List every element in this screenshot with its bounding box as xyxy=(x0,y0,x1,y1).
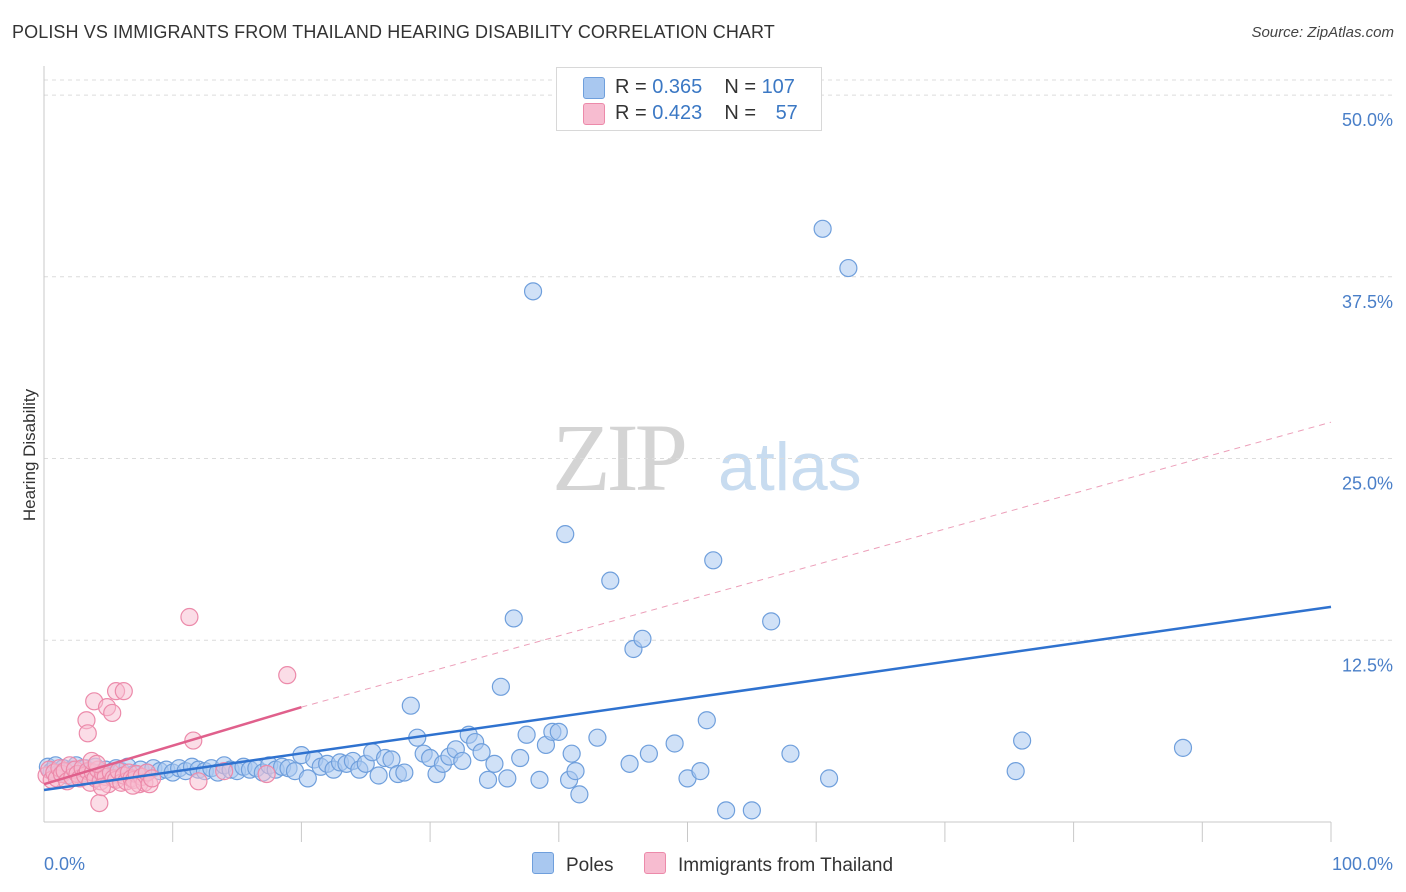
legend-text-poles: R = 0.365 N = 107 xyxy=(615,76,795,98)
x-tick-label-max: 100.0% xyxy=(1332,854,1393,874)
legend-item-poles[interactable]: Poles xyxy=(532,852,614,877)
poles-label: Poles xyxy=(566,855,614,876)
legend-item-thailand[interactable]: Immigrants from Thailand xyxy=(644,852,893,877)
poles-point xyxy=(485,754,504,773)
poles-point xyxy=(562,744,581,763)
poles-point xyxy=(556,525,575,544)
poles-point xyxy=(478,770,498,789)
thailand-trend-line xyxy=(43,705,302,786)
series-poles xyxy=(38,219,1193,820)
poles-point xyxy=(566,762,585,781)
poles-point xyxy=(781,744,800,763)
legend-swatch-poles xyxy=(583,77,605,99)
poles-point xyxy=(620,754,639,773)
thailand-point xyxy=(257,764,276,784)
thailand-point xyxy=(103,703,122,723)
poles-point xyxy=(1006,762,1025,781)
chart-title: POLISH VS IMMIGRANTS FROM THAILAND HEARI… xyxy=(12,22,775,42)
poles-point xyxy=(369,766,388,785)
poles-point xyxy=(530,770,549,789)
poles-point xyxy=(819,769,839,788)
poles-point xyxy=(665,734,684,753)
poles-point xyxy=(1173,738,1193,757)
poles-point xyxy=(298,769,317,788)
poles-point xyxy=(401,696,420,715)
thailand-point xyxy=(90,793,109,813)
legend-n-value-thailand: 57 xyxy=(775,102,798,124)
poles-point xyxy=(549,722,568,741)
poles-point xyxy=(742,801,761,820)
poles-point xyxy=(1013,731,1032,750)
poles-point xyxy=(601,571,620,590)
legend-r-value-thailand: 0.423 xyxy=(652,102,703,124)
poles-point xyxy=(704,551,723,570)
watermark-atlas: atlas xyxy=(718,429,862,505)
poles-point xyxy=(697,711,716,730)
poles-point xyxy=(639,744,658,763)
thailand-point xyxy=(143,769,162,788)
legend-text-thailand: R = 0.423 N = 57 xyxy=(615,102,798,124)
legend-r-value-poles: 0.365 xyxy=(652,76,703,98)
thailand-point xyxy=(78,724,97,743)
thailand-point xyxy=(123,776,142,795)
thailand-point xyxy=(278,666,297,685)
thailand-point xyxy=(189,772,208,791)
poles-point xyxy=(491,677,510,696)
legend-swatch-thailand xyxy=(583,103,605,125)
poles-swatch xyxy=(532,852,554,874)
y-tick-label: 25.0% xyxy=(1342,474,1393,494)
watermark-zip: ZIP xyxy=(552,404,688,511)
poles-point xyxy=(504,609,523,628)
poles-point xyxy=(839,258,858,278)
poles-point xyxy=(472,743,491,762)
poles-point xyxy=(633,629,652,648)
poles-point xyxy=(570,785,589,804)
thailand-point xyxy=(215,762,234,781)
thailand-point xyxy=(114,682,133,701)
trend-lines xyxy=(301,421,1332,708)
tick-labels: 12.5% 25.0% 37.5% 50.0% 0.0% 100.0% xyxy=(44,110,1393,874)
y-tick-label: 12.5% xyxy=(1342,655,1393,675)
poles-point xyxy=(517,725,536,744)
source-credit: Source: ZipAtlas.com xyxy=(1251,24,1394,41)
poles-point xyxy=(511,748,530,768)
y-tick-label: 50.0% xyxy=(1342,110,1393,130)
legend-n-value-poles: 107 xyxy=(761,76,795,98)
thailand-swatch xyxy=(644,852,666,874)
poles-point xyxy=(691,762,710,781)
poles-point xyxy=(588,728,607,747)
x-tick-label-min: 0.0% xyxy=(44,854,85,874)
thailand-label: Immigrants from Thailand xyxy=(678,855,894,876)
poles-point xyxy=(523,282,543,301)
correlation-legend: R = 0.365 N = 107 R = 0.423 N = 57 xyxy=(556,67,822,131)
series-thailand xyxy=(37,607,297,813)
poles-point xyxy=(717,801,736,820)
poles-point xyxy=(498,769,517,788)
poles-trend-line xyxy=(43,605,1332,792)
poles-point xyxy=(453,751,472,771)
thailand-trend-extended xyxy=(301,421,1332,708)
thailand-point xyxy=(180,607,199,627)
axes xyxy=(43,66,1332,842)
poles-point xyxy=(762,612,781,631)
y-tick-label: 37.5% xyxy=(1342,292,1393,312)
poles-point xyxy=(813,219,832,238)
poles-point xyxy=(395,763,414,782)
